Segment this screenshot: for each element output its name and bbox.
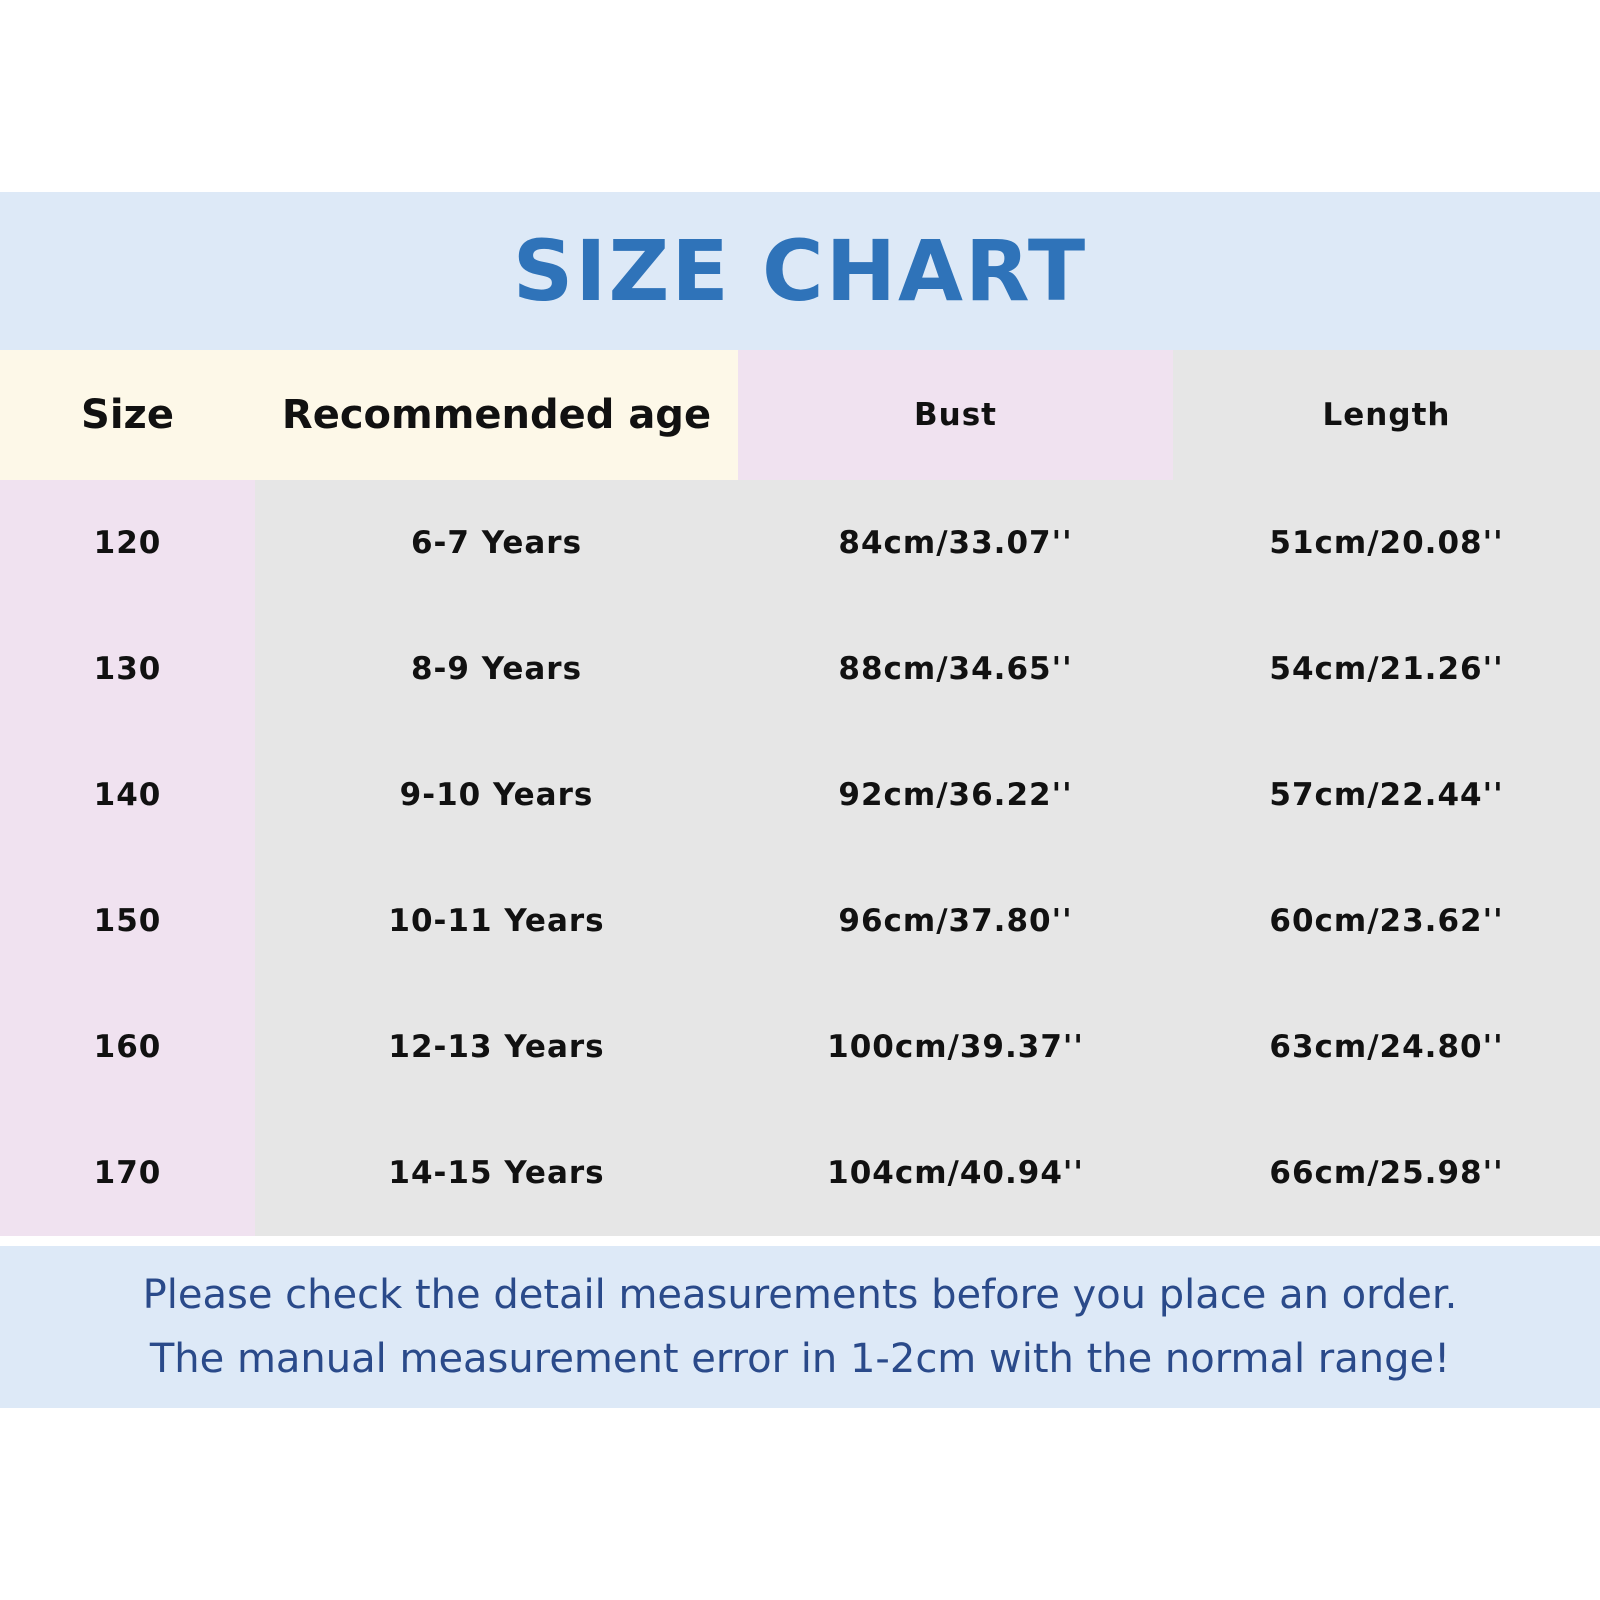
footer-note: Please check the detail measurements bef… bbox=[0, 1246, 1600, 1408]
footer-line-2: The manual measurement error in 1-2cm wi… bbox=[149, 1336, 1451, 1382]
title-band: SIZE CHART bbox=[0, 192, 1600, 350]
cell-age: 8-9 Years bbox=[255, 606, 738, 732]
page-title: SIZE CHART bbox=[512, 222, 1088, 320]
cell-bust: 84cm/33.07'' bbox=[738, 480, 1173, 606]
cell-bust: 92cm/36.22'' bbox=[738, 732, 1173, 858]
cell-bust: 96cm/37.80'' bbox=[738, 858, 1173, 984]
cell-length: 66cm/25.98'' bbox=[1173, 1110, 1600, 1236]
cell-length: 63cm/24.80'' bbox=[1173, 984, 1600, 1110]
header-length: Length bbox=[1173, 350, 1600, 480]
header-bust: Bust bbox=[738, 350, 1173, 480]
cell-size: 170 bbox=[0, 1110, 255, 1236]
cell-size: 160 bbox=[0, 984, 255, 1110]
header-size: Size bbox=[0, 350, 255, 480]
cell-size: 120 bbox=[0, 480, 255, 606]
cell-age: 12-13 Years bbox=[255, 984, 738, 1110]
footer-line-1: Please check the detail measurements bef… bbox=[142, 1272, 1458, 1318]
cell-bust: 88cm/34.65'' bbox=[738, 606, 1173, 732]
cell-size: 140 bbox=[0, 732, 255, 858]
cell-length: 57cm/22.44'' bbox=[1173, 732, 1600, 858]
cell-length: 51cm/20.08'' bbox=[1173, 480, 1600, 606]
cell-size: 150 bbox=[0, 858, 255, 984]
size-table: Size Recommended age Bust Length 120 6-7 … bbox=[0, 350, 1600, 1236]
cell-size: 130 bbox=[0, 606, 255, 732]
cell-age: 14-15 Years bbox=[255, 1110, 738, 1236]
cell-age: 10-11 Years bbox=[255, 858, 738, 984]
header-age: Recommended age bbox=[255, 350, 738, 480]
cell-bust: 100cm/39.37'' bbox=[738, 984, 1173, 1110]
cell-length: 60cm/23.62'' bbox=[1173, 858, 1600, 984]
cell-bust: 104cm/40.94'' bbox=[738, 1110, 1173, 1236]
cell-length: 54cm/21.26'' bbox=[1173, 606, 1600, 732]
cell-age: 6-7 Years bbox=[255, 480, 738, 606]
cell-age: 9-10 Years bbox=[255, 732, 738, 858]
